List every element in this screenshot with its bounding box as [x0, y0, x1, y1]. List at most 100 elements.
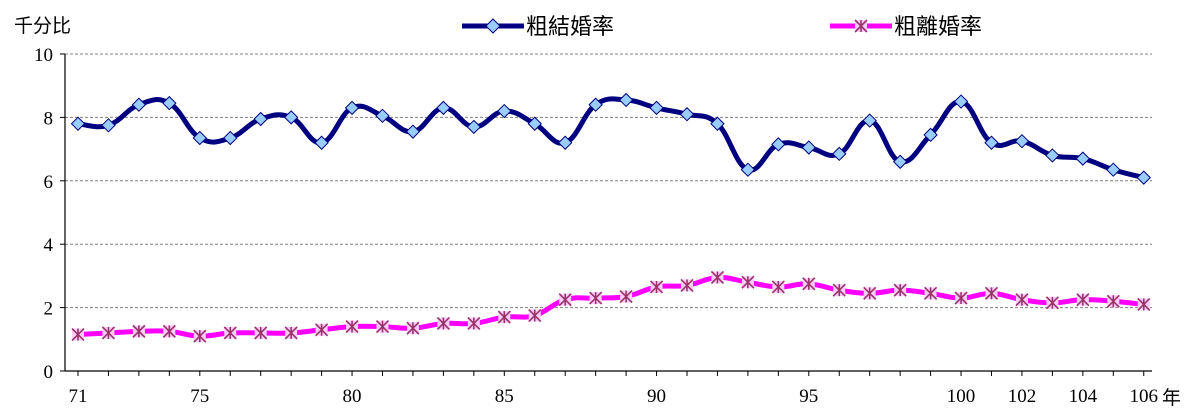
data-point: [802, 277, 816, 291]
data-point: [254, 326, 268, 340]
data-point: [467, 316, 481, 331]
data-point: [710, 116, 725, 131]
series-line: [77, 274, 1145, 339]
data-point: [1106, 294, 1120, 308]
data-point: [771, 137, 786, 152]
data-point: [223, 130, 238, 146]
data-point: [406, 321, 420, 335]
x-tick-label: 85: [495, 386, 514, 407]
data-point: [314, 135, 329, 150]
data-point: [924, 286, 938, 300]
data-point: [436, 100, 451, 116]
data-point: [345, 320, 359, 334]
data-point: [284, 326, 298, 340]
data-point: [618, 92, 634, 108]
y-tick-label: 4: [44, 235, 54, 256]
data-point: [801, 140, 817, 155]
data-point: [923, 127, 938, 143]
axes: 0 2 4 6 8 10 71 75 80 85 90 95 100 102 104 106: [34, 45, 1158, 407]
legend: 粗結婚率 粗離婚率: [462, 14, 982, 39]
x-tick-label: 102: [1008, 386, 1037, 407]
data-point: [70, 116, 86, 131]
y-axis-unit-label: 千分比: [14, 15, 71, 37]
data-point: [1015, 293, 1029, 307]
gridlines: [65, 53, 1152, 309]
data-point: [71, 327, 85, 342]
data-point: [589, 291, 603, 305]
y-tick-label: 8: [44, 108, 54, 129]
data-point: [1075, 151, 1091, 166]
data-point: [223, 326, 237, 340]
data-point: [375, 108, 390, 124]
data-point: [649, 280, 664, 294]
data-point: [863, 286, 877, 300]
y-tick-label: 2: [44, 299, 54, 320]
series-2: [71, 270, 1151, 343]
data-point: [832, 283, 846, 297]
data-point: [557, 135, 573, 150]
data-point: [1106, 162, 1121, 177]
data-point: [862, 113, 877, 128]
data-point: [253, 111, 268, 127]
data-point: [315, 323, 329, 337]
x-axis-unit-label: 年: [1162, 387, 1181, 409]
x-tick-label: 90: [647, 386, 666, 407]
data-point: [649, 100, 664, 116]
x-tick-label: 95: [799, 386, 818, 407]
x-tick-label: 71: [69, 386, 88, 407]
data-point: [954, 291, 968, 305]
legend-item: 粗離婚率: [830, 14, 982, 39]
data-point: [740, 162, 756, 177]
data-point: [680, 278, 694, 292]
x-tick-label: 104: [1069, 386, 1098, 407]
data-point: [1137, 297, 1151, 311]
data-point: [619, 289, 633, 304]
data-point: [832, 146, 847, 162]
data-point: [771, 280, 785, 294]
x-tick-label: 80: [343, 386, 362, 407]
legend-label: 粗離婚率: [894, 14, 982, 39]
data-point: [528, 308, 542, 323]
data-point: [375, 320, 390, 334]
data-point: [892, 154, 908, 169]
data-point: [131, 97, 147, 112]
data-point: [283, 110, 299, 125]
data-point: [101, 326, 116, 340]
data-point: [741, 275, 755, 289]
data-point: [162, 95, 177, 111]
legend-label: 粗結婚率: [526, 14, 614, 39]
legend-item: 粗結婚率: [462, 14, 614, 39]
legend-marker: [485, 18, 501, 34]
data-point: [1045, 296, 1059, 310]
series-layer: [70, 92, 1151, 343]
data-point: [193, 329, 207, 343]
x-tick-label: 75: [190, 386, 209, 407]
data-point: [1014, 133, 1030, 149]
data-point: [984, 286, 999, 300]
data-point: [679, 107, 695, 122]
data-point: [893, 283, 907, 297]
y-tick-label: 10: [34, 45, 53, 66]
data-point: [953, 94, 969, 109]
data-point: [1076, 293, 1090, 307]
y-tick-label: 6: [44, 172, 54, 193]
data-point: [466, 119, 482, 135]
data-point: [710, 270, 725, 285]
data-point: [405, 124, 421, 139]
legend-marker: [854, 19, 868, 33]
data-point: [497, 310, 511, 324]
data-point: [588, 97, 603, 112]
series-1: [70, 92, 1151, 185]
data-point: [1136, 170, 1151, 185]
data-point: [1045, 148, 1060, 163]
data-point: [132, 324, 146, 338]
x-tick-label: 106: [1130, 386, 1159, 407]
data-point: [558, 293, 572, 307]
data-point: [527, 116, 542, 131]
data-point: [436, 316, 450, 331]
y-tick-label: 0: [44, 362, 54, 383]
x-tick-label: 100: [947, 386, 976, 407]
data-point: [101, 118, 116, 133]
